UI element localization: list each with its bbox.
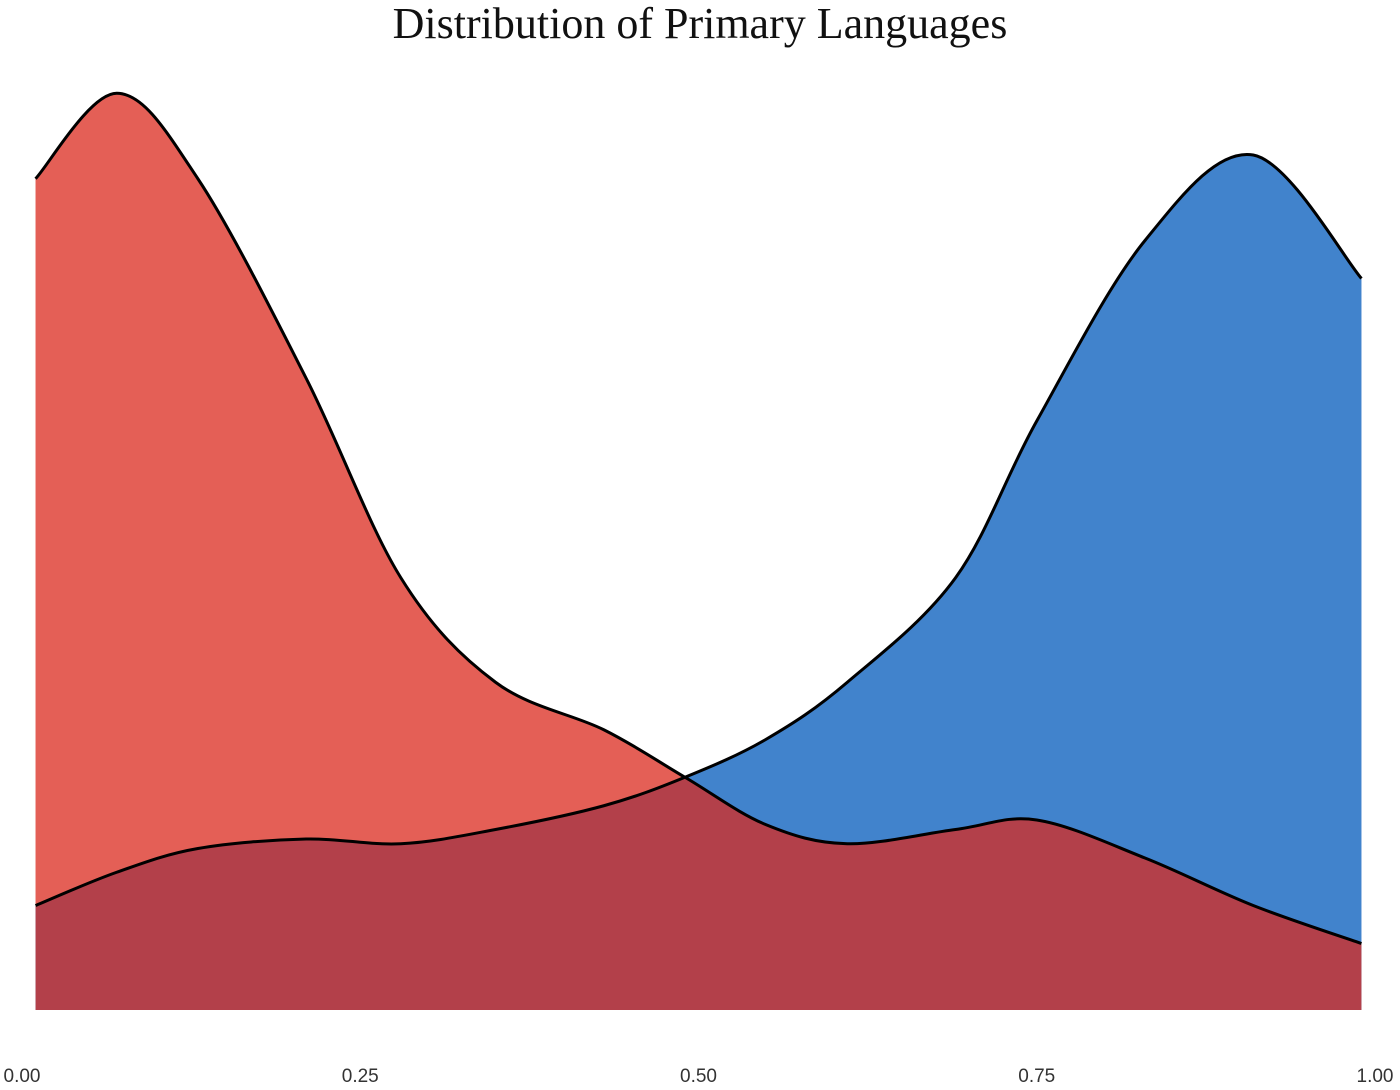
x-tick-label: 0.50	[680, 1066, 717, 1087]
chart-title: Distribution of Primary Languages	[393, 0, 1008, 48]
density-line	[34, 152, 1363, 907]
x-tick-label: 0.75	[1018, 1066, 1055, 1087]
x-tick-label: 0.00	[4, 1066, 41, 1087]
density-area	[35, 93, 1362, 1010]
density-line	[34, 91, 1362, 945]
density-area	[35, 154, 1362, 1010]
x-tick-label: 0.25	[342, 1066, 379, 1087]
x-tick-label: 1.00	[1357, 1066, 1394, 1087]
